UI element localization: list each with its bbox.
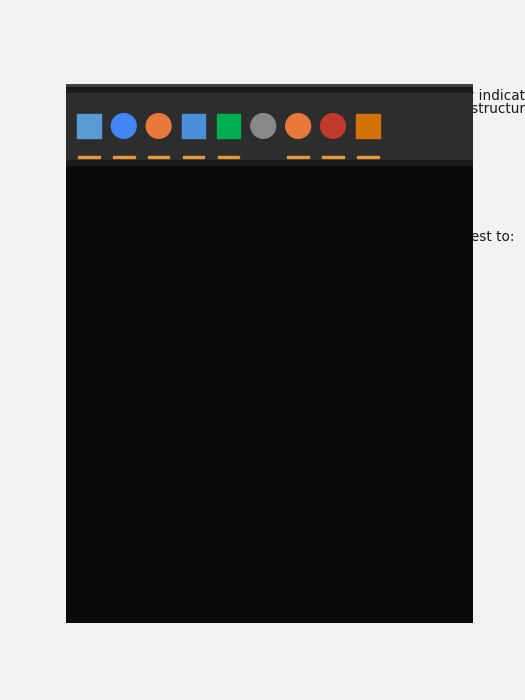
Text: x: x — [282, 169, 288, 178]
Bar — [66, 84, 472, 87]
Bar — [182, 113, 205, 139]
Bar — [287, 155, 309, 158]
Bar — [66, 87, 472, 165]
Text: 1.: 1. — [206, 141, 217, 153]
Text: 120°: 120° — [143, 266, 176, 280]
Text: a): a) — [104, 248, 118, 262]
Text: xx: xx — [269, 168, 280, 177]
Bar — [217, 155, 239, 158]
Text: O: O — [286, 173, 298, 188]
Text: 104°: 104° — [143, 300, 176, 314]
Text: 109°: 109° — [143, 316, 176, 330]
Bar — [148, 155, 170, 158]
Text: bonding angles and overall shape. Consider the following structural formula and: bonding angles and overall shape. Consid… — [74, 102, 525, 116]
Text: H: H — [220, 144, 232, 158]
Bar — [322, 155, 344, 158]
Bar — [77, 113, 100, 139]
Text: x: x — [331, 140, 335, 149]
Circle shape — [286, 113, 310, 139]
Text: 2.: 2. — [274, 203, 285, 216]
Text: x: x — [331, 153, 335, 162]
Bar — [78, 155, 100, 158]
Circle shape — [146, 113, 171, 139]
Bar — [113, 155, 134, 158]
Text: x: x — [297, 182, 301, 191]
Text: answer the following two questions.: answer the following two questions. — [74, 114, 320, 128]
Text: The structural formula for a molecule does not necessarily indicate the correct: The structural formula for a molecule do… — [74, 90, 525, 104]
Text: xx: xx — [289, 190, 300, 199]
Text: e): e) — [104, 316, 118, 330]
Bar — [66, 93, 472, 159]
Circle shape — [111, 113, 136, 139]
Text: C: C — [220, 173, 232, 188]
Bar — [183, 155, 204, 158]
Text: x: x — [297, 169, 301, 178]
Text: x: x — [282, 182, 288, 191]
Text: C: C — [320, 173, 332, 188]
Text: b): b) — [104, 266, 118, 280]
Text: H: H — [202, 173, 214, 188]
Text: O: O — [320, 144, 332, 158]
Text: C: C — [253, 173, 264, 188]
Bar — [356, 113, 380, 139]
Text: d): d) — [104, 300, 118, 314]
Text: c): c) — [104, 283, 117, 297]
Bar — [217, 113, 240, 139]
Text: x: x — [317, 140, 321, 149]
Bar — [357, 155, 379, 158]
Text: 47. The H-C-H angle described by arrow 1 would be closest to:: 47. The H-C-H angle described by arrow 1… — [87, 230, 514, 244]
Circle shape — [321, 113, 345, 139]
Bar — [66, 165, 472, 623]
Text: 180°: 180° — [143, 248, 176, 262]
Circle shape — [251, 113, 276, 139]
Text: CH₃: CH₃ — [360, 173, 390, 188]
Text: 90°: 90° — [143, 283, 167, 297]
Text: x: x — [317, 153, 321, 162]
Text: H: H — [252, 202, 264, 217]
